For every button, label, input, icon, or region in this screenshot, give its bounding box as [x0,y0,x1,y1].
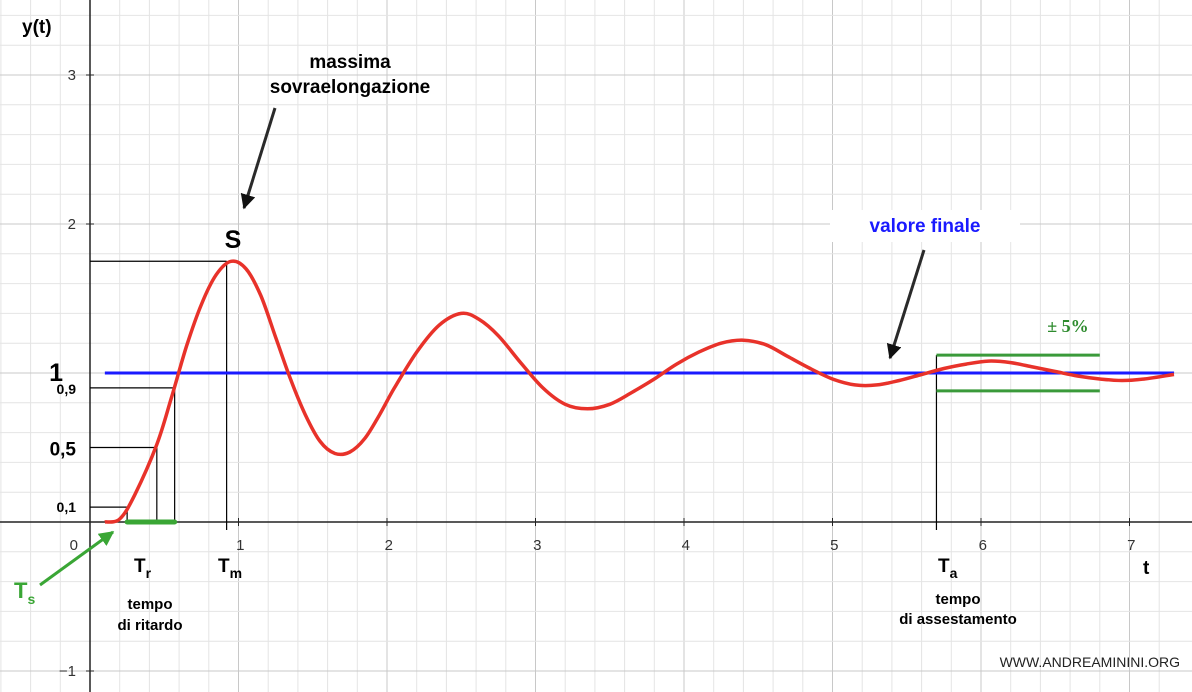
ta-label: Ta [938,556,958,581]
x-tick-label: 1 [236,537,244,554]
overshoot-label-line1: massima [309,52,391,73]
tr-label: Tr [134,556,152,581]
x-axis-title: t [1143,558,1150,579]
response-curve [104,259,1175,524]
delay-label-line1: tempo [128,596,173,613]
annotations: massima sovraelongazione S valore finale ± 5… [14,52,1180,670]
y-label-final: 1 [49,359,63,387]
final-value-label: valore finale [870,216,981,237]
x-tick-label: 5 [830,537,838,554]
x-tick-label: 0 [70,537,78,554]
overshoot-point-label: S [225,226,242,254]
y-label-50: 0,5 [50,440,77,461]
y-tick-label: 3 [68,67,76,84]
overshoot-label-line2: sovraelongazione [270,77,431,98]
x-tick-label: 7 [1127,537,1135,554]
ts-arrow [39,530,115,587]
tm-label: Tm [218,556,242,581]
final-value-arrow [886,249,926,360]
x-tick-label: 3 [533,537,541,554]
ts-label: Ts [14,578,35,607]
y-label-10: 0,1 [57,499,77,515]
final-value-label-bg [830,210,1020,242]
settling-label-line2: di assestamento [899,611,1017,628]
guide-lines [90,260,938,530]
settling-label-line1: tempo [936,591,981,608]
tick-labels: 0 1 2 3 4 5 6 732−110,90,50,1y(t)t [22,17,1150,680]
y-axis-title: y(t) [22,17,52,38]
y-tick-label: 2 [68,216,76,233]
tolerance-label: ± 5% [1047,316,1088,336]
series [104,259,1175,525]
y-label-90: 0,9 [57,381,77,397]
x-tick-label: 2 [385,537,393,554]
y-tick-label: −1 [59,663,76,680]
delay-label-line2: di ritardo [117,617,182,634]
overshoot-arrow [240,107,277,210]
x-tick-label: 4 [682,537,690,554]
site-credit: WWW.ANDREAMININI.ORG [1000,654,1180,670]
x-tick-label: 6 [979,537,987,554]
